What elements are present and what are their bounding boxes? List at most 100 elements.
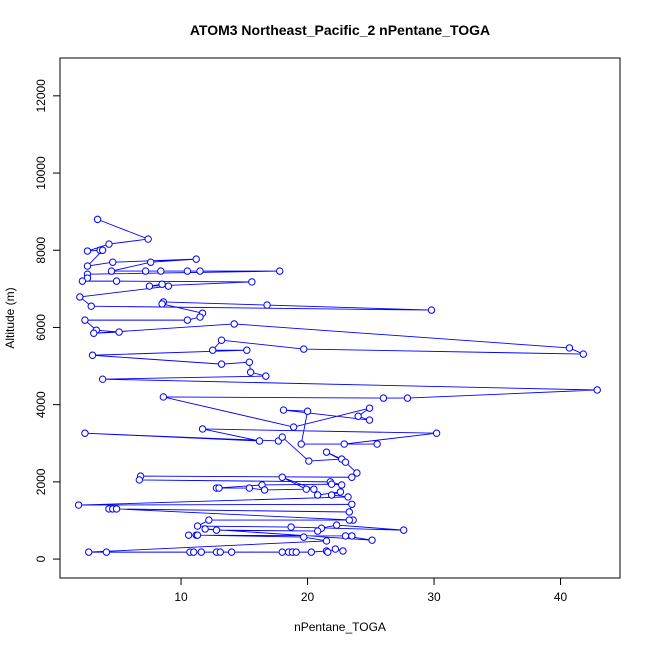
data-point	[324, 548, 332, 556]
data-point	[112, 505, 121, 513]
data-point	[300, 345, 308, 353]
data-point	[230, 320, 238, 328]
data-point	[93, 215, 102, 224]
data-point	[88, 351, 97, 359]
data-point	[164, 282, 173, 290]
data-point	[78, 277, 87, 285]
y-tick-label: 12000	[34, 79, 48, 113]
data-point	[310, 485, 318, 493]
x-tick-label: 20	[301, 590, 315, 604]
data-point	[260, 486, 269, 494]
data-point	[217, 336, 226, 344]
x-axis-label: nPentane_TOGA	[294, 620, 386, 634]
data-point	[246, 368, 255, 376]
data-point	[300, 533, 308, 541]
data-point	[212, 526, 221, 534]
data-point	[145, 282, 154, 290]
data-point	[593, 386, 601, 394]
data-point	[198, 425, 207, 433]
data-point	[193, 531, 202, 539]
plot-frame	[59, 57, 621, 579]
data-point	[248, 278, 256, 286]
data-point	[327, 480, 336, 488]
data-point	[403, 394, 412, 402]
data-point	[193, 522, 202, 530]
data-point	[184, 531, 193, 539]
data-point	[432, 429, 441, 437]
data-point	[144, 235, 152, 243]
data-point	[341, 458, 350, 466]
y-axis-label: Altitude (m)	[3, 287, 17, 348]
data-point	[105, 240, 113, 248]
data-point	[278, 548, 286, 556]
data-point	[141, 267, 150, 275]
data-point	[368, 536, 376, 544]
data-point	[305, 457, 313, 465]
data-point	[313, 527, 322, 535]
data-point	[109, 258, 117, 266]
data-point	[227, 548, 236, 556]
data-point	[183, 267, 192, 275]
data-point	[339, 547, 347, 555]
x-tick-label: 40	[554, 590, 568, 604]
data-point	[85, 548, 93, 556]
data-point	[208, 346, 217, 354]
series-line	[78, 218, 598, 553]
y-tick-label: 10000	[34, 156, 48, 190]
data-point	[279, 406, 288, 414]
data-point	[192, 255, 200, 263]
data-point	[427, 306, 436, 314]
x-tick-label: 30	[427, 590, 441, 604]
data-point	[159, 393, 168, 401]
data-point	[579, 350, 588, 358]
data-point	[327, 491, 336, 499]
data-point	[348, 500, 356, 508]
data-point	[379, 394, 388, 402]
data-point	[289, 423, 298, 431]
data-point	[255, 437, 264, 445]
data-point	[322, 448, 331, 456]
data-point	[373, 440, 381, 448]
data-point	[74, 501, 83, 509]
data-point	[287, 523, 295, 531]
data-point	[81, 429, 89, 437]
data-point	[102, 548, 111, 556]
y-tick-label: 0	[34, 555, 48, 562]
data-point	[216, 548, 224, 556]
data-point	[243, 346, 251, 354]
data-point	[87, 302, 95, 310]
data-point	[245, 484, 254, 492]
data-point	[201, 525, 209, 533]
data-point	[345, 516, 353, 524]
data-point	[313, 491, 322, 499]
data-point	[278, 433, 286, 441]
x-tick-label: 10	[174, 590, 188, 604]
data-point	[112, 277, 121, 285]
data-point	[98, 246, 107, 254]
data-point	[107, 267, 116, 275]
data-point	[83, 247, 92, 255]
data-point	[245, 358, 254, 366]
data-point	[196, 313, 204, 321]
data-point	[336, 488, 345, 496]
data-point	[81, 316, 89, 324]
data-point	[340, 440, 348, 448]
data-point	[98, 375, 107, 383]
data-point	[344, 493, 352, 501]
data-point	[83, 262, 92, 270]
data-point	[322, 537, 331, 545]
data-point	[196, 267, 204, 275]
chart-title: ATOM3 Northeast_Pacific_2 nPentane_TOGA	[190, 22, 490, 38]
data-point	[353, 469, 361, 477]
data-point	[302, 485, 310, 493]
y-tick-label: 2000	[34, 468, 48, 495]
data-point	[190, 548, 198, 556]
data-point	[158, 300, 166, 308]
data-point	[217, 360, 226, 368]
data-point	[331, 545, 340, 553]
data-point	[197, 548, 205, 556]
data-point	[262, 372, 270, 380]
data-point	[292, 548, 300, 556]
